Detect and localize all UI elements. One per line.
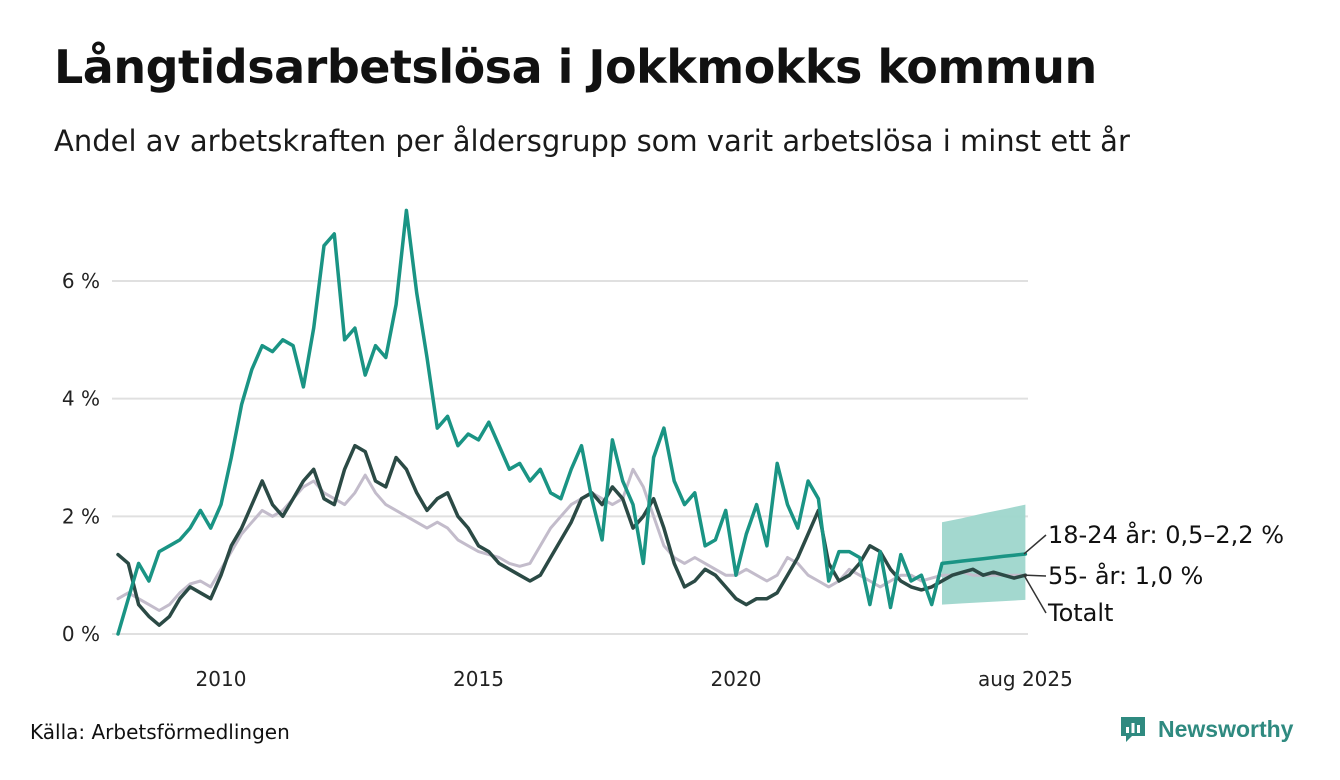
line-chart: 0 % 2 % 4 % 6 % 2010 2015 2020 aug 2025 18-24 … (62, 208, 1284, 691)
gridlines (112, 280, 1028, 635)
x-tick-label: 2010 (196, 667, 247, 691)
y-tick-label: 6 % (62, 269, 100, 293)
brand-name: Newsworthy (1158, 715, 1294, 742)
newsworthy-logo-icon (1121, 717, 1145, 742)
x-tick-label: 2020 (711, 667, 762, 691)
y-tick-label: 0 % (62, 622, 100, 646)
chart-title: Långtidsarbetslösa i Jokkmokks kommun (54, 40, 1097, 94)
series-label-young: 18-24 år: 0,5–2,2 % (1048, 520, 1284, 549)
series-line-total (116, 467, 1027, 612)
chart-subtitle: Andel av arbetskraften per åldersgrupp s… (54, 124, 1130, 158)
series-label-total: Totalt (1047, 599, 1113, 627)
y-axis: 0 % 2 % 4 % 6 % (62, 269, 100, 646)
y-tick-label: 2 % (62, 504, 100, 528)
series-labels: 18-24 år: 0,5–2,2 % 55- år: 1,0 % Totalt (1023, 520, 1284, 627)
x-axis: 2010 2015 2020 aug 2025 (196, 667, 1073, 691)
label-leader-old (1023, 574, 1047, 577)
brand-logo: Newsworthy (1118, 714, 1293, 744)
source-note: Källa: Arbetsförmedlingen (30, 720, 290, 744)
series-label-old: 55- år: 1,0 % (1048, 561, 1203, 590)
y-tick-label: 4 % (62, 387, 100, 411)
uncertainty-band (942, 504, 1026, 605)
series-lines (116, 208, 1028, 636)
x-tick-label: 2015 (453, 667, 504, 691)
label-leader-young (1023, 534, 1047, 555)
series-line-young (116, 208, 1028, 636)
series-line-old (116, 443, 1028, 627)
label-leader-total (1023, 574, 1047, 614)
x-tick-label: aug 2025 (978, 667, 1073, 691)
